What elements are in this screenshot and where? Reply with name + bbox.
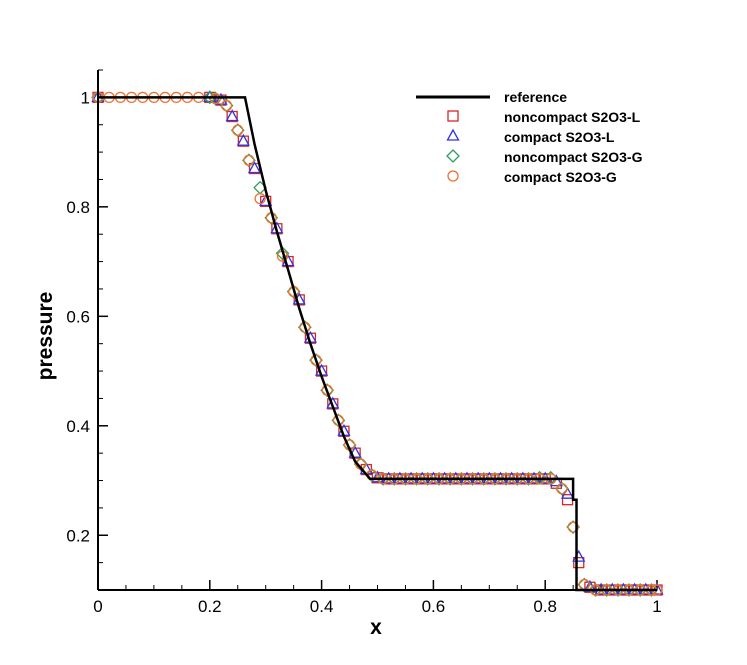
- x-tick-label: 0.6: [422, 597, 446, 616]
- x-tick-label: 0.8: [533, 597, 557, 616]
- legend-item: noncompact S2O3-G: [446, 149, 643, 165]
- data-point-square: [573, 556, 585, 569]
- x-tick-label: 1: [652, 597, 661, 616]
- data-point-circle: [220, 99, 233, 112]
- data-point-circle: [254, 192, 266, 205]
- axis-labels: x pressure: [34, 292, 382, 639]
- legend-label: reference: [504, 89, 567, 105]
- y-tick-label: 0.2: [66, 526, 90, 545]
- legend-marker-diamond: [446, 149, 460, 163]
- legend-item: reference: [416, 89, 567, 105]
- data-point-diamond: [202, 90, 217, 105]
- axis-lines: [97, 70, 657, 591]
- legend-label: compact S2O3-G: [504, 169, 617, 185]
- data-point-diamond: [275, 246, 290, 261]
- x-tick-label: 0.2: [198, 597, 222, 616]
- data-point-triangle: [572, 549, 586, 562]
- data-point-circle: [567, 521, 579, 533]
- data-point-square: [561, 494, 574, 506]
- legend-item: noncompact S2O3-L: [447, 109, 641, 125]
- legend: reference noncompact S2O3-L compact S2O3-L…: [416, 89, 643, 185]
- legend-marker-circle: [447, 170, 459, 182]
- data-point-circle: [321, 384, 333, 396]
- y-tick-label: 1: [81, 88, 90, 107]
- data-point-circle: [310, 354, 322, 366]
- reference-line: [98, 96, 657, 592]
- data-point-triangle: [348, 445, 362, 458]
- legend-label: noncompact S2O3-G: [504, 149, 643, 165]
- data-point-triangle: [225, 109, 239, 122]
- legend-marker-triangle: [446, 128, 460, 141]
- legend-marker-square: [447, 110, 459, 122]
- data-point-triangle: [236, 133, 250, 146]
- legend-label: noncompact S2O3-L: [504, 109, 641, 125]
- data-point-triangle: [247, 161, 262, 174]
- data-point-circle: [232, 124, 244, 136]
- data-point-circle: [243, 154, 255, 166]
- series-layer: [91, 90, 664, 597]
- data-point-triangle: [214, 92, 228, 105]
- legend-label: compact S2O3-L: [504, 129, 615, 145]
- y-tick-label: 0.6: [66, 307, 90, 326]
- x-tick-label: 0.4: [310, 597, 334, 616]
- x-axis-title: x: [370, 616, 382, 639]
- data-point-circle: [332, 414, 345, 426]
- data-point-diamond: [230, 123, 245, 138]
- y-tick-label: 0.4: [66, 417, 90, 436]
- legend-item: compact S2O3-G: [447, 169, 617, 185]
- data-point-circle: [556, 483, 568, 495]
- series-diamond-markers: [91, 90, 659, 597]
- y-tick-label: 0.8: [66, 198, 90, 217]
- data-point-triangle: [370, 470, 385, 483]
- legend-item: compact S2O3-L: [446, 128, 615, 145]
- y-axis-title: pressure: [34, 292, 57, 381]
- x-tick-label: 0: [93, 597, 102, 616]
